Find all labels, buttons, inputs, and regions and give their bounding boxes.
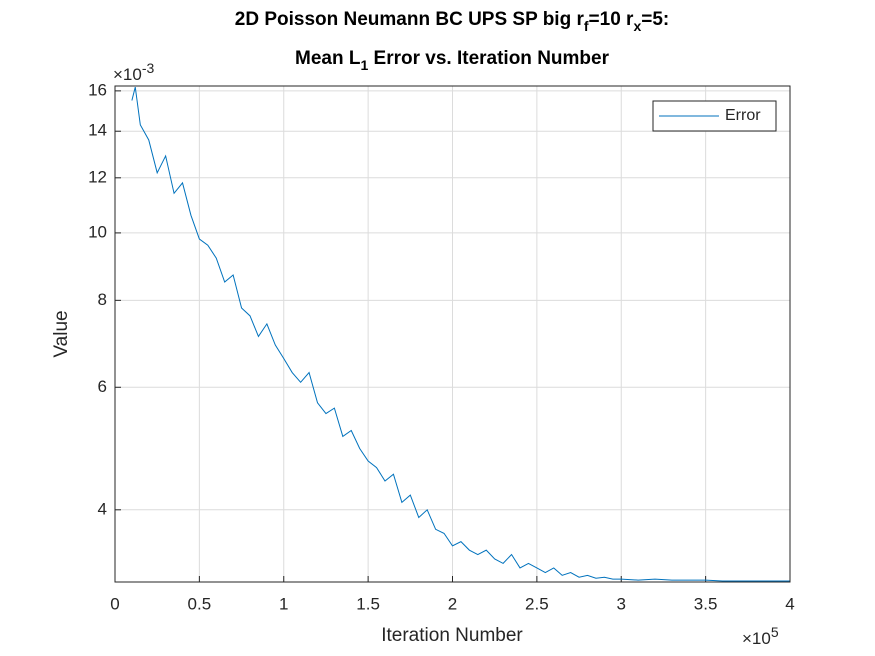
x-exponent: ×105 (742, 624, 779, 649)
exponent-power: -3 (142, 60, 155, 76)
data-line (131, 86, 790, 582)
y-exponent: ×10-3 (113, 60, 155, 85)
y-tick-label: 14 (88, 121, 107, 140)
grid (114, 86, 791, 582)
x-tick-label: 4 (785, 594, 794, 613)
title-part: Mean L (295, 48, 361, 69)
y-tick-label: 6 (98, 377, 107, 396)
y-tick-label: 16 (88, 80, 107, 99)
y-tick-label: 10 (88, 222, 107, 241)
title-part: =10 r (589, 9, 635, 30)
y-tick-label: 4 (98, 499, 107, 518)
axes-box (114, 85, 791, 583)
x-tick-label: 0 (110, 594, 119, 613)
y-axis-label: Value (51, 310, 72, 357)
title-part: 2D Poisson Neumann BC UPS SP big r (235, 9, 585, 30)
exponent-base: ×10 (113, 65, 142, 84)
title-part: Error vs. Iteration Number (368, 48, 609, 69)
x-tick-label: 3 (617, 594, 626, 613)
x-tick-label: 3.5 (694, 594, 718, 613)
title-sub: x (633, 18, 641, 34)
x-tick-label: 0.5 (188, 594, 212, 613)
x-axis-label: Iteration Number (381, 625, 523, 646)
chart-title: 2D Poisson Neumann BC UPS SP big rf=10 r… (235, 9, 669, 34)
title-part: =5: (641, 9, 669, 30)
exponent-base: ×10 (742, 629, 771, 648)
title-sub: 1 (360, 57, 368, 73)
y-tick-label: 12 (88, 167, 107, 186)
title-sub: f (584, 18, 589, 34)
chart-title: Mean L1 Error vs. Iteration Number (295, 48, 610, 73)
legend-label: Error (725, 107, 761, 124)
y-tick-label: 8 (98, 290, 107, 309)
x-tick-label: 1 (279, 594, 288, 613)
x-tick-label: 1.5 (356, 594, 380, 613)
x-tick-label: 2 (448, 594, 457, 613)
exponent-power: 5 (771, 624, 779, 640)
x-tick-label: 2.5 (525, 594, 549, 613)
